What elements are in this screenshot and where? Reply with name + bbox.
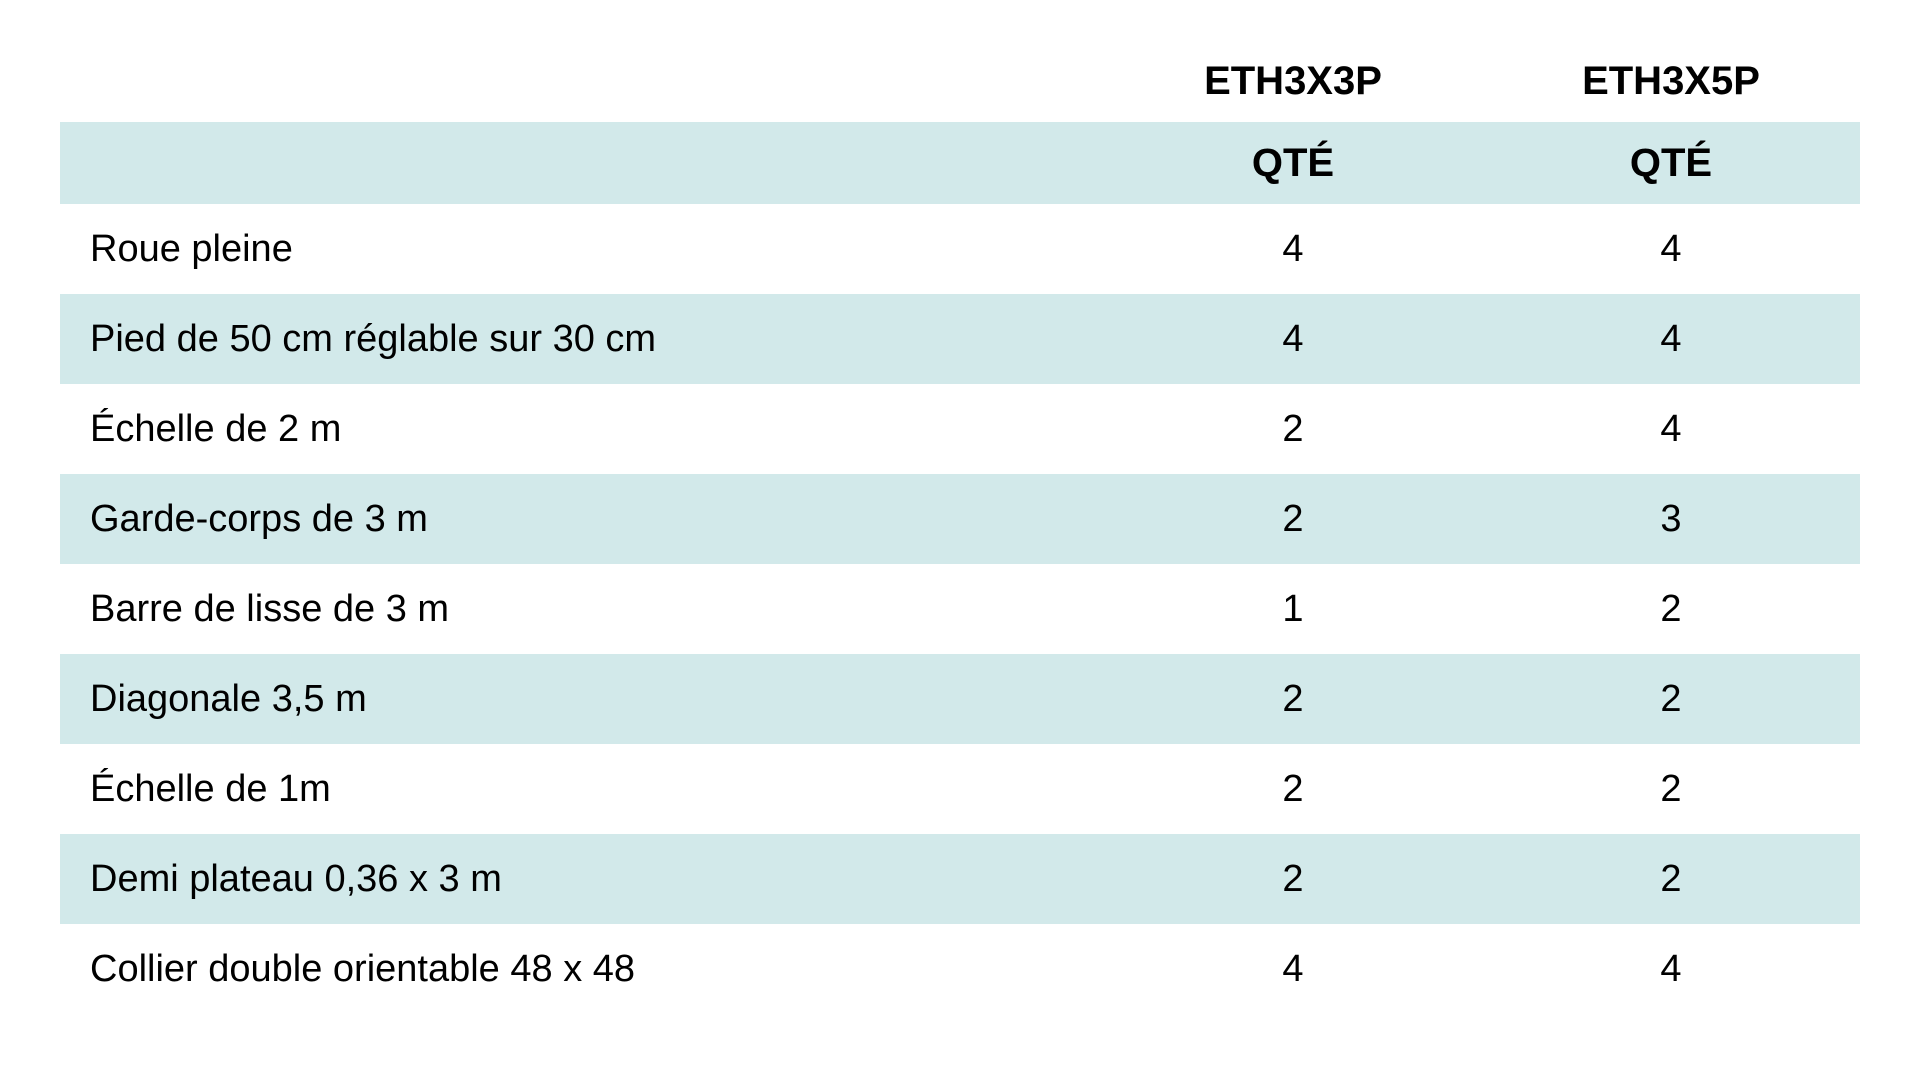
row-val-2: 2 xyxy=(1482,564,1860,654)
table-row: Roue pleine 4 4 xyxy=(60,204,1860,294)
table-row: Garde-corps de 3 m 2 3 xyxy=(60,474,1860,564)
row-desc: Barre de lisse de 3 m xyxy=(60,564,1104,654)
row-val-1: 4 xyxy=(1104,924,1482,1014)
row-val-1: 2 xyxy=(1104,384,1482,474)
row-val-1: 2 xyxy=(1104,744,1482,834)
table-header-models: ETH3X3P ETH3X5P xyxy=(60,40,1860,122)
row-val-1: 4 xyxy=(1104,204,1482,294)
header-qty-2: QTÉ xyxy=(1482,122,1860,204)
row-val-2: 4 xyxy=(1482,294,1860,384)
table-row: Pied de 50 cm réglable sur 30 cm 4 4 xyxy=(60,294,1860,384)
header-empty xyxy=(60,40,1104,122)
row-val-2: 2 xyxy=(1482,834,1860,924)
row-desc: Pied de 50 cm réglable sur 30 cm xyxy=(60,294,1104,384)
row-val-2: 2 xyxy=(1482,744,1860,834)
row-desc: Collier double orientable 48 x 48 xyxy=(60,924,1104,1014)
header-empty xyxy=(60,122,1104,204)
header-model-1: ETH3X3P xyxy=(1104,40,1482,122)
row-val-2: 4 xyxy=(1482,204,1860,294)
row-desc: Demi plateau 0,36 x 3 m xyxy=(60,834,1104,924)
row-val-1: 2 xyxy=(1104,474,1482,564)
row-val-2: 4 xyxy=(1482,924,1860,1014)
row-desc: Échelle de 2 m xyxy=(60,384,1104,474)
table-row: Échelle de 2 m 2 4 xyxy=(60,384,1860,474)
header-qty-1: QTÉ xyxy=(1104,122,1482,204)
row-desc: Échelle de 1m xyxy=(60,744,1104,834)
row-val-1: 1 xyxy=(1104,564,1482,654)
row-desc: Roue pleine xyxy=(60,204,1104,294)
components-table: ETH3X3P ETH3X5P QTÉ QTÉ Roue pleine 4 4 … xyxy=(60,40,1860,1014)
row-val-2: 2 xyxy=(1482,654,1860,744)
row-val-1: 2 xyxy=(1104,834,1482,924)
row-val-1: 4 xyxy=(1104,294,1482,384)
row-val-1: 2 xyxy=(1104,654,1482,744)
row-desc: Garde-corps de 3 m xyxy=(60,474,1104,564)
table-row: Collier double orientable 48 x 48 4 4 xyxy=(60,924,1860,1014)
table-row: Diagonale 3,5 m 2 2 xyxy=(60,654,1860,744)
table-row: Demi plateau 0,36 x 3 m 2 2 xyxy=(60,834,1860,924)
table-header-qty: QTÉ QTÉ xyxy=(60,122,1860,204)
header-model-2: ETH3X5P xyxy=(1482,40,1860,122)
row-val-2: 4 xyxy=(1482,384,1860,474)
table-row: Échelle de 1m 2 2 xyxy=(60,744,1860,834)
row-val-2: 3 xyxy=(1482,474,1860,564)
table-row: Barre de lisse de 3 m 1 2 xyxy=(60,564,1860,654)
row-desc: Diagonale 3,5 m xyxy=(60,654,1104,744)
